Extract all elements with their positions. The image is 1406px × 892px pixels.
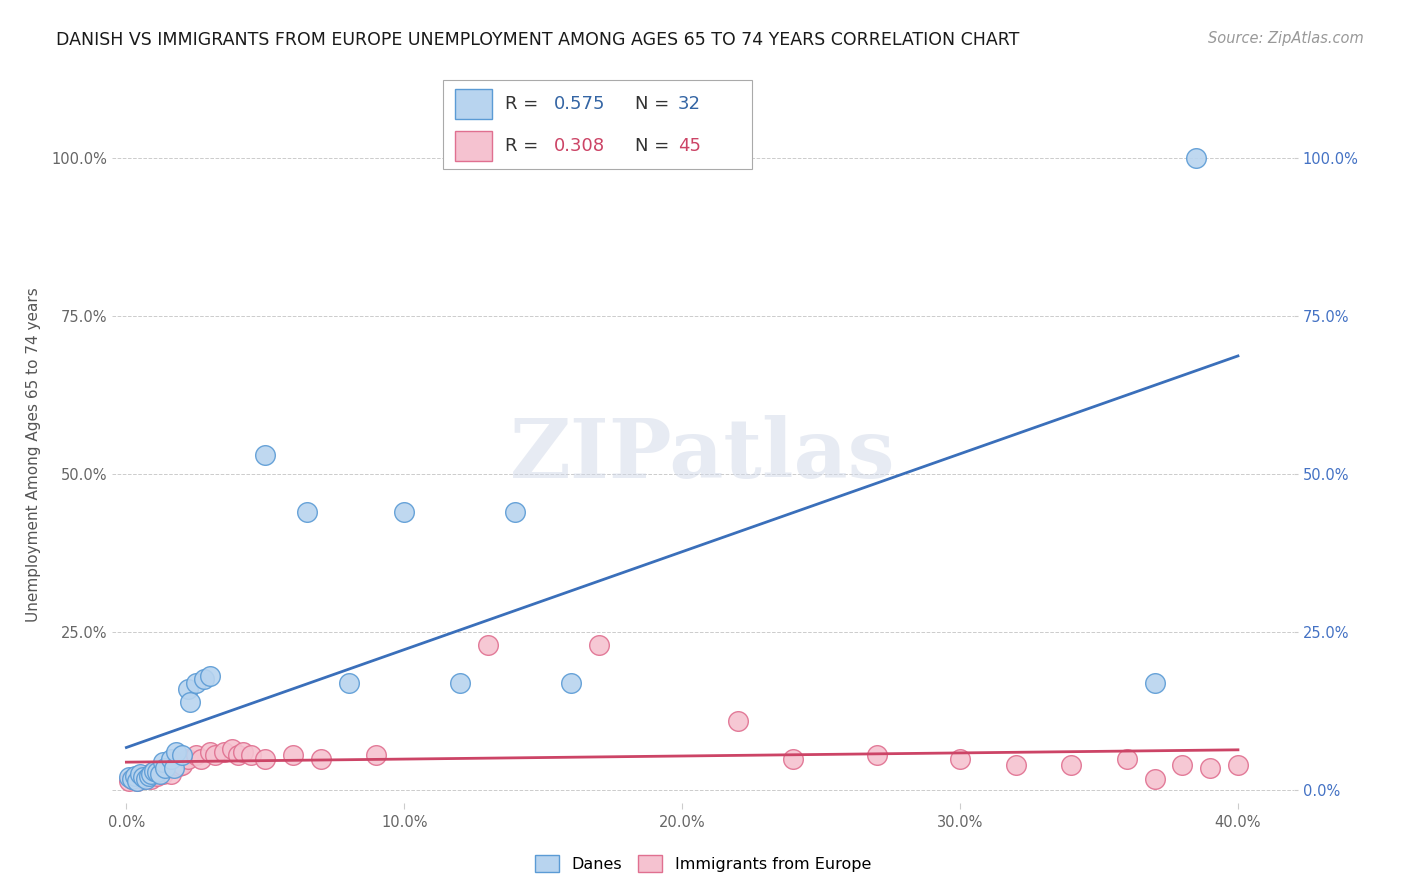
Point <box>127 773 149 788</box>
Point <box>155 761 177 775</box>
Point <box>132 772 155 786</box>
Point <box>179 695 201 709</box>
Point <box>184 748 207 763</box>
Point <box>132 771 155 785</box>
Y-axis label: Unemployment Among Ages 65 to 74 years: Unemployment Among Ages 65 to 74 years <box>25 287 41 623</box>
Text: DANISH VS IMMIGRANTS FROM EUROPE UNEMPLOYMENT AMONG AGES 65 TO 74 YEARS CORRELAT: DANISH VS IMMIGRANTS FROM EUROPE UNEMPLO… <box>56 31 1019 49</box>
Text: N =: N = <box>634 95 675 113</box>
FancyBboxPatch shape <box>443 80 752 169</box>
Point <box>141 772 163 786</box>
Point <box>949 751 972 765</box>
Point <box>337 675 360 690</box>
Point <box>152 767 174 781</box>
Point <box>118 771 141 785</box>
Point <box>165 745 187 759</box>
Point <box>1199 761 1222 775</box>
Point <box>138 767 160 781</box>
Text: N =: N = <box>634 137 675 155</box>
Point <box>394 505 416 519</box>
Point <box>135 772 157 786</box>
Point <box>176 681 198 696</box>
Point <box>1226 757 1249 772</box>
Point <box>157 761 180 775</box>
Point <box>143 767 166 781</box>
Point <box>129 769 152 783</box>
Point <box>135 771 157 785</box>
Point <box>281 748 304 763</box>
Point <box>146 765 169 780</box>
Point <box>162 761 184 775</box>
Point <box>204 748 226 763</box>
Point <box>193 673 215 687</box>
Point <box>129 767 152 781</box>
Point <box>160 751 183 765</box>
Point <box>198 745 221 759</box>
Point <box>505 505 527 519</box>
Point <box>588 638 610 652</box>
Point <box>1004 757 1026 772</box>
Point <box>1115 751 1137 765</box>
Point <box>118 773 141 788</box>
Text: R =: R = <box>505 137 544 155</box>
FancyBboxPatch shape <box>456 131 492 161</box>
Text: 0.575: 0.575 <box>554 95 606 113</box>
Point <box>141 767 163 781</box>
Point <box>1060 757 1083 772</box>
Point <box>254 751 277 765</box>
Point <box>124 771 146 785</box>
Point <box>167 759 190 773</box>
Text: 45: 45 <box>678 137 702 155</box>
Point <box>1185 151 1208 165</box>
Point <box>866 748 889 763</box>
Point <box>121 772 143 786</box>
Point <box>198 669 221 683</box>
Point <box>176 751 198 765</box>
Point <box>560 675 582 690</box>
Point <box>190 751 212 765</box>
Text: Source: ZipAtlas.com: Source: ZipAtlas.com <box>1208 31 1364 46</box>
Point <box>254 448 277 462</box>
Point <box>449 675 471 690</box>
Legend: Danes, Immigrants from Europe: Danes, Immigrants from Europe <box>529 849 877 879</box>
Point <box>309 751 332 765</box>
Text: 0.308: 0.308 <box>554 137 606 155</box>
Point <box>782 751 804 765</box>
Point <box>240 748 263 763</box>
Point <box>295 505 318 519</box>
Point <box>149 767 172 781</box>
Point <box>121 772 143 786</box>
Point <box>143 764 166 779</box>
FancyBboxPatch shape <box>456 89 492 119</box>
Point <box>170 748 193 763</box>
Point <box>124 769 146 783</box>
Point <box>165 755 187 769</box>
Text: 32: 32 <box>678 95 702 113</box>
Point <box>366 748 388 763</box>
Point <box>170 757 193 772</box>
Point <box>138 769 160 783</box>
Point <box>184 675 207 690</box>
Point <box>212 745 235 759</box>
Point <box>477 638 499 652</box>
Text: ZIPatlas: ZIPatlas <box>510 415 896 495</box>
Point <box>160 767 183 781</box>
Text: R =: R = <box>505 95 544 113</box>
Point <box>149 764 172 779</box>
Point <box>221 742 243 756</box>
Point <box>727 714 749 728</box>
Point <box>146 769 169 783</box>
Point <box>127 773 149 788</box>
Point <box>1143 675 1166 690</box>
Point <box>1143 772 1166 786</box>
Point <box>1171 757 1194 772</box>
Point <box>152 755 174 769</box>
Point <box>232 745 254 759</box>
Point <box>226 748 249 763</box>
